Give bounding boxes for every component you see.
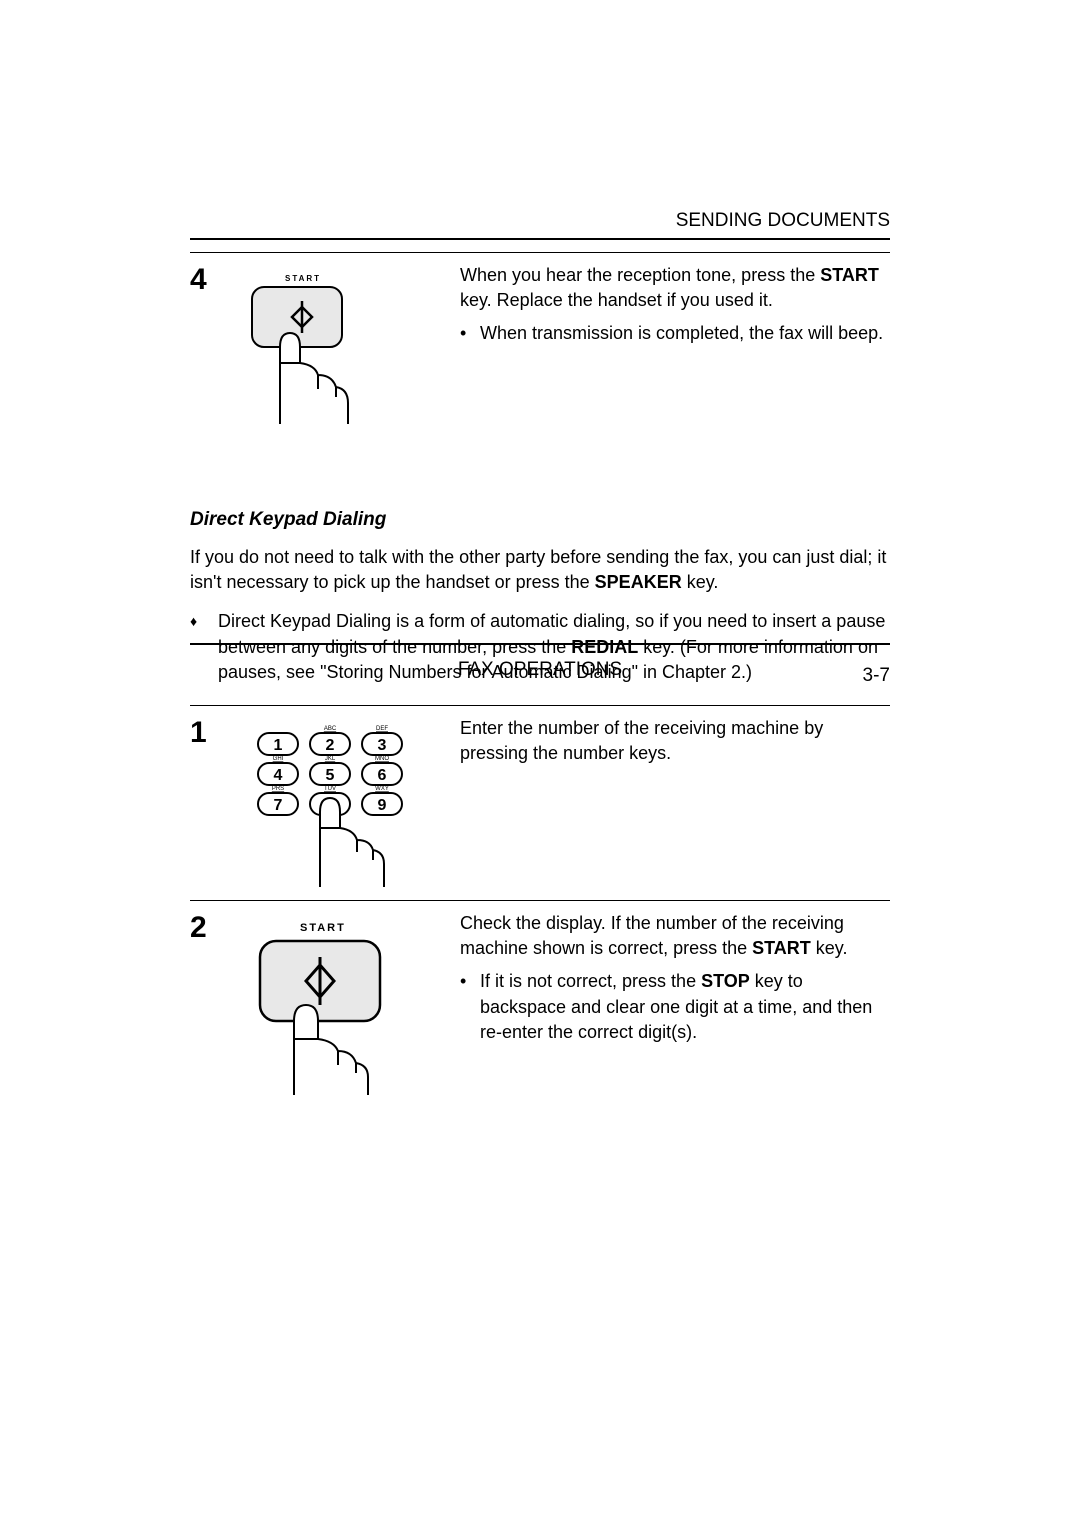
- footer-rule: [190, 643, 890, 645]
- bullet-icon: •: [460, 969, 480, 1045]
- svg-text:3: 3: [378, 737, 387, 754]
- svg-text:2: 2: [326, 737, 335, 754]
- svg-text:1: 1: [274, 737, 283, 754]
- step4-text: When you hear the reception tone, press …: [460, 263, 890, 347]
- step2-rule: [190, 900, 890, 901]
- svg-text:WXY: WXY: [375, 786, 389, 792]
- step4-bullet: When transmission is completed, the fax …: [480, 321, 883, 346]
- section-intro: If you do not need to talk with the othe…: [190, 545, 890, 595]
- intro-post: key.: [682, 572, 719, 592]
- intro-pre: If you do not need to talk with the othe…: [190, 547, 886, 592]
- svg-text:5: 5: [326, 767, 335, 784]
- page-header: SENDING DOCUMENTS: [190, 210, 890, 238]
- svg-text:JKL: JKL: [325, 756, 336, 762]
- page-footer: 3-7: [190, 659, 890, 687]
- start-label-icon: START: [285, 274, 321, 283]
- step1-text: Enter the number of the receiving machin…: [460, 716, 890, 766]
- step4-text-mid: key. Replace the handset if you used it.: [460, 290, 773, 310]
- start-key-ref: START: [820, 265, 879, 285]
- section-title: Direct Keypad Dialing: [190, 509, 890, 531]
- svg-text:ABC: ABC: [324, 726, 337, 732]
- header-rule: [190, 238, 890, 240]
- step-2: 2 START Check the display. If the number…: [190, 911, 890, 1097]
- svg-text:7: 7: [274, 797, 283, 814]
- speaker-key-ref: SPEAKER: [595, 572, 682, 592]
- svg-text:MNO: MNO: [375, 756, 389, 762]
- svg-text:TUV: TUV: [324, 786, 336, 792]
- svg-text:DEF: DEF: [376, 726, 388, 732]
- start-key-illustration-2: START: [240, 911, 460, 1097]
- step-number: 1: [190, 716, 240, 748]
- start-label-icon: START: [300, 922, 346, 934]
- step1-text-content: Enter the number of the receiving machin…: [460, 718, 823, 763]
- svg-text:6: 6: [378, 767, 387, 784]
- keypad-illustration: 1ABC2DEF3GHI4JKL5MNO6PRS7TUV8WXY9: [240, 716, 460, 892]
- svg-text:PRS: PRS: [272, 786, 284, 792]
- stop-key-ref: STOP: [701, 971, 750, 991]
- svg-text:4: 4: [274, 767, 283, 784]
- step2-post: key.: [811, 938, 848, 958]
- step-1: 1 1ABC2DEF3GHI4JKL5MNO6PRS7TUV8WXY9 Ente…: [190, 716, 890, 892]
- step4-rule: [190, 252, 890, 253]
- bullet-icon: •: [460, 321, 480, 346]
- step1-rule: [190, 705, 890, 706]
- start-key-illustration: START: [240, 263, 460, 429]
- step4-text-pre: When you hear the reception tone, press …: [460, 265, 820, 285]
- step-number: 2: [190, 911, 240, 943]
- start-key-ref: START: [752, 938, 811, 958]
- step2-text: Check the display. If the number of the …: [460, 911, 890, 1045]
- step-number: 4: [190, 263, 240, 295]
- step2-bullet-pre: If it is not correct, press the: [480, 971, 701, 991]
- svg-text:9: 9: [378, 797, 387, 814]
- svg-text:GHI: GHI: [273, 756, 284, 762]
- redial-key-ref: REDIAL: [571, 637, 638, 657]
- step-4: 4 START When you hear the reception tone…: [190, 263, 890, 429]
- page-number: 3-7: [863, 665, 890, 687]
